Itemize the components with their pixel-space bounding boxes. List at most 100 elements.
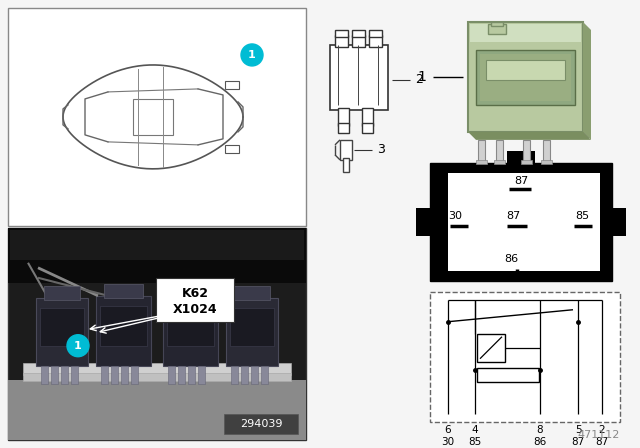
Bar bbox=[338, 123, 349, 133]
Text: X1024: X1024 bbox=[173, 303, 218, 316]
Bar bbox=[369, 30, 382, 37]
Bar bbox=[225, 145, 239, 153]
Bar bbox=[156, 278, 234, 322]
Text: 87: 87 bbox=[514, 176, 528, 186]
Bar bbox=[491, 22, 503, 26]
Bar bbox=[8, 379, 306, 439]
Text: 3: 3 bbox=[377, 143, 385, 156]
Bar bbox=[178, 366, 185, 383]
Bar bbox=[476, 160, 487, 164]
Bar bbox=[226, 298, 278, 366]
Bar bbox=[335, 30, 348, 37]
Text: K62: K62 bbox=[182, 287, 209, 300]
Bar bbox=[163, 296, 218, 366]
Text: 4: 4 bbox=[472, 425, 478, 435]
Bar bbox=[198, 366, 205, 383]
Bar bbox=[121, 366, 128, 383]
Text: 85: 85 bbox=[575, 211, 589, 221]
Bar bbox=[10, 230, 304, 260]
Bar bbox=[131, 366, 138, 383]
Bar bbox=[430, 292, 620, 422]
Bar bbox=[352, 35, 365, 47]
Bar bbox=[470, 24, 581, 42]
Text: 30: 30 bbox=[442, 437, 454, 447]
Bar bbox=[96, 296, 151, 366]
Bar bbox=[23, 363, 291, 375]
Bar bbox=[41, 366, 48, 383]
Bar bbox=[224, 414, 298, 434]
Bar bbox=[543, 140, 550, 162]
Bar bbox=[416, 208, 432, 236]
Bar bbox=[480, 54, 571, 101]
Bar bbox=[251, 366, 258, 383]
Bar bbox=[51, 366, 58, 383]
Bar bbox=[486, 60, 565, 80]
Circle shape bbox=[241, 44, 263, 66]
Text: 5: 5 bbox=[575, 425, 581, 435]
Text: 294039: 294039 bbox=[240, 418, 282, 429]
Bar bbox=[23, 373, 291, 381]
Bar bbox=[477, 368, 539, 382]
Bar bbox=[468, 22, 583, 132]
Bar bbox=[477, 334, 505, 362]
Bar bbox=[496, 140, 503, 162]
Bar bbox=[171, 284, 210, 298]
Bar bbox=[61, 366, 68, 383]
Polygon shape bbox=[468, 132, 591, 140]
Bar bbox=[261, 366, 268, 383]
Bar bbox=[8, 228, 306, 439]
Bar bbox=[343, 158, 349, 172]
Bar bbox=[541, 160, 552, 164]
Bar bbox=[167, 306, 214, 346]
Bar bbox=[362, 123, 373, 133]
Text: 86: 86 bbox=[504, 254, 518, 264]
Bar bbox=[507, 151, 535, 165]
Bar bbox=[225, 81, 239, 89]
Bar bbox=[523, 140, 530, 162]
Text: 87: 87 bbox=[506, 211, 520, 221]
Bar bbox=[231, 366, 238, 383]
Bar bbox=[352, 30, 365, 37]
Polygon shape bbox=[583, 22, 591, 140]
Text: 6: 6 bbox=[445, 425, 451, 435]
Bar bbox=[230, 308, 274, 346]
Bar bbox=[478, 140, 485, 162]
Text: 2: 2 bbox=[598, 425, 605, 435]
Bar bbox=[234, 286, 270, 300]
Bar bbox=[474, 28, 589, 138]
Bar bbox=[8, 228, 306, 283]
Text: 471112: 471112 bbox=[578, 430, 620, 439]
Text: 8: 8 bbox=[537, 425, 543, 435]
Bar bbox=[476, 50, 575, 105]
Bar bbox=[330, 45, 388, 110]
Bar bbox=[188, 366, 195, 383]
Bar bbox=[369, 35, 382, 47]
Bar bbox=[133, 99, 173, 135]
Bar bbox=[100, 306, 147, 346]
Text: 86: 86 bbox=[533, 437, 547, 447]
Text: 87: 87 bbox=[595, 437, 609, 447]
Text: 1: 1 bbox=[417, 70, 426, 84]
Bar bbox=[104, 284, 143, 298]
Bar bbox=[44, 286, 80, 300]
Bar bbox=[521, 160, 532, 164]
Bar bbox=[448, 173, 600, 271]
Bar bbox=[241, 366, 248, 383]
Bar bbox=[71, 366, 78, 383]
Circle shape bbox=[67, 335, 89, 357]
Text: 87: 87 bbox=[572, 437, 584, 447]
Text: 85: 85 bbox=[468, 437, 482, 447]
Bar bbox=[340, 140, 352, 160]
Bar bbox=[101, 366, 108, 383]
Text: 1: 1 bbox=[74, 341, 82, 351]
Bar bbox=[111, 366, 118, 383]
Bar bbox=[610, 208, 626, 236]
Bar bbox=[488, 24, 506, 34]
Text: 1: 1 bbox=[248, 50, 256, 60]
Bar bbox=[362, 108, 373, 126]
Bar bbox=[40, 308, 84, 346]
Text: 2: 2 bbox=[415, 73, 423, 86]
Text: 30: 30 bbox=[448, 211, 462, 221]
Bar bbox=[494, 160, 505, 164]
Bar bbox=[335, 35, 348, 47]
